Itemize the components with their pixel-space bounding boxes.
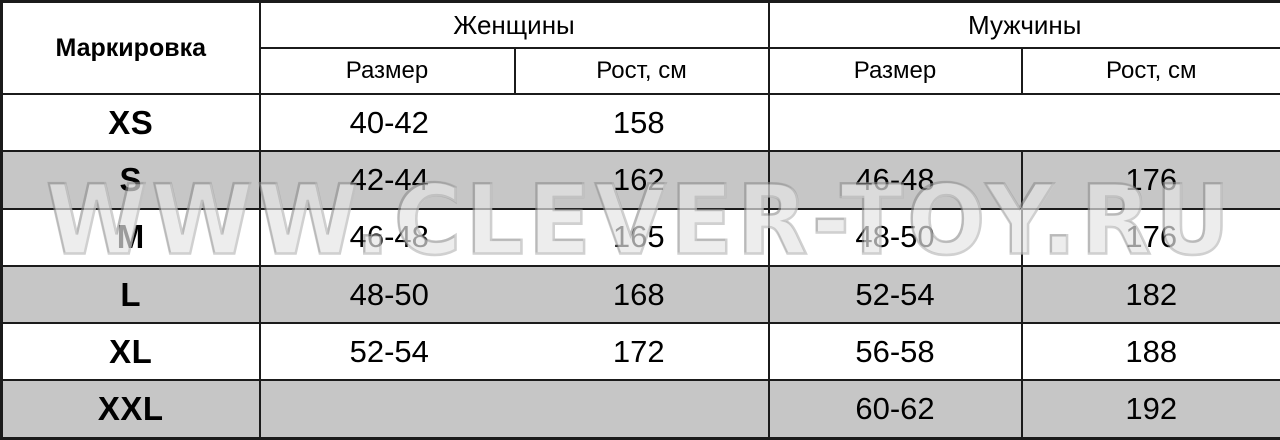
- cell-men-height: 192: [1020, 379, 1280, 440]
- cell-marking: S: [0, 150, 261, 210]
- cell-women-size: 48-50: [349, 276, 429, 312]
- cell-women-group: 48-50 168: [258, 264, 770, 325]
- header-row-subcolumns: Размер Рост, см Размер Рост, см: [2, 47, 1280, 95]
- cell-women-height: 172: [612, 333, 665, 369]
- cell-marking: XS: [0, 92, 261, 153]
- header-men-size: Размер: [767, 47, 1023, 95]
- header-group-women: Женщины: [258, 0, 770, 49]
- header-marking: Маркировка: [0, 0, 261, 95]
- cell-men-height: 188: [1020, 322, 1280, 382]
- cell-men-size: 48-50: [767, 207, 1023, 267]
- cell-women-size: 40-42: [349, 104, 429, 140]
- cell-marking: M: [0, 207, 261, 267]
- cell-women-size: 52-54: [349, 333, 429, 369]
- cell-women-height: 158: [612, 104, 665, 140]
- cell-women-size: 46-48: [349, 219, 429, 255]
- header-women-size: Размер: [258, 47, 516, 95]
- header-row-groups: Маркировка Женщины Мужчины: [0, 0, 1280, 95]
- cell-men-empty: [767, 92, 1280, 153]
- cell-men-height: 176: [1020, 207, 1280, 267]
- table-row: XS 40-42 158: [0, 92, 1280, 153]
- cell-women-group: 52-54 172: [258, 322, 770, 382]
- table-row: M 46-48 165 48-50 176: [0, 207, 1280, 267]
- cell-marking: XL: [0, 322, 261, 382]
- cell-marking: XXL: [0, 379, 261, 440]
- cell-women-empty: [258, 379, 770, 440]
- header-men-height: Рост, см: [1020, 47, 1280, 95]
- table-row: XXL 60-62 192: [0, 379, 1280, 440]
- table-row: S 42-44 162 46-48 176: [0, 150, 1280, 210]
- cell-men-height: 176: [1020, 150, 1280, 210]
- cell-men-size: 60-62: [767, 379, 1023, 440]
- cell-men-height: 182: [1020, 264, 1280, 325]
- cell-women-group: 40-42 158: [258, 92, 770, 153]
- table-header: Маркировка Женщины Мужчины Размер Рост, …: [0, 0, 1280, 95]
- header-group-men: Мужчины: [767, 0, 1280, 49]
- cell-women-height: 168: [612, 276, 665, 312]
- cell-women-group: 46-48 165: [258, 207, 770, 267]
- header-women-height: Рост, см: [513, 47, 770, 95]
- cell-women-height: 162: [612, 161, 665, 197]
- cell-men-size: 46-48: [767, 150, 1023, 210]
- cell-women-height: 165: [612, 219, 665, 255]
- cell-women-size: 42-44: [349, 161, 429, 197]
- cell-men-size: 52-54: [767, 264, 1023, 325]
- cell-marking: L: [0, 264, 261, 325]
- table-row: L 48-50 168 52-54 182: [0, 264, 1280, 325]
- table-body: XS 40-42 158 S 42-44 162: [0, 92, 1280, 440]
- cell-women-group: 42-44 162: [258, 150, 770, 210]
- table-row: XL 52-54 172 56-58 188: [0, 322, 1280, 382]
- cell-men-size: 56-58: [767, 322, 1023, 382]
